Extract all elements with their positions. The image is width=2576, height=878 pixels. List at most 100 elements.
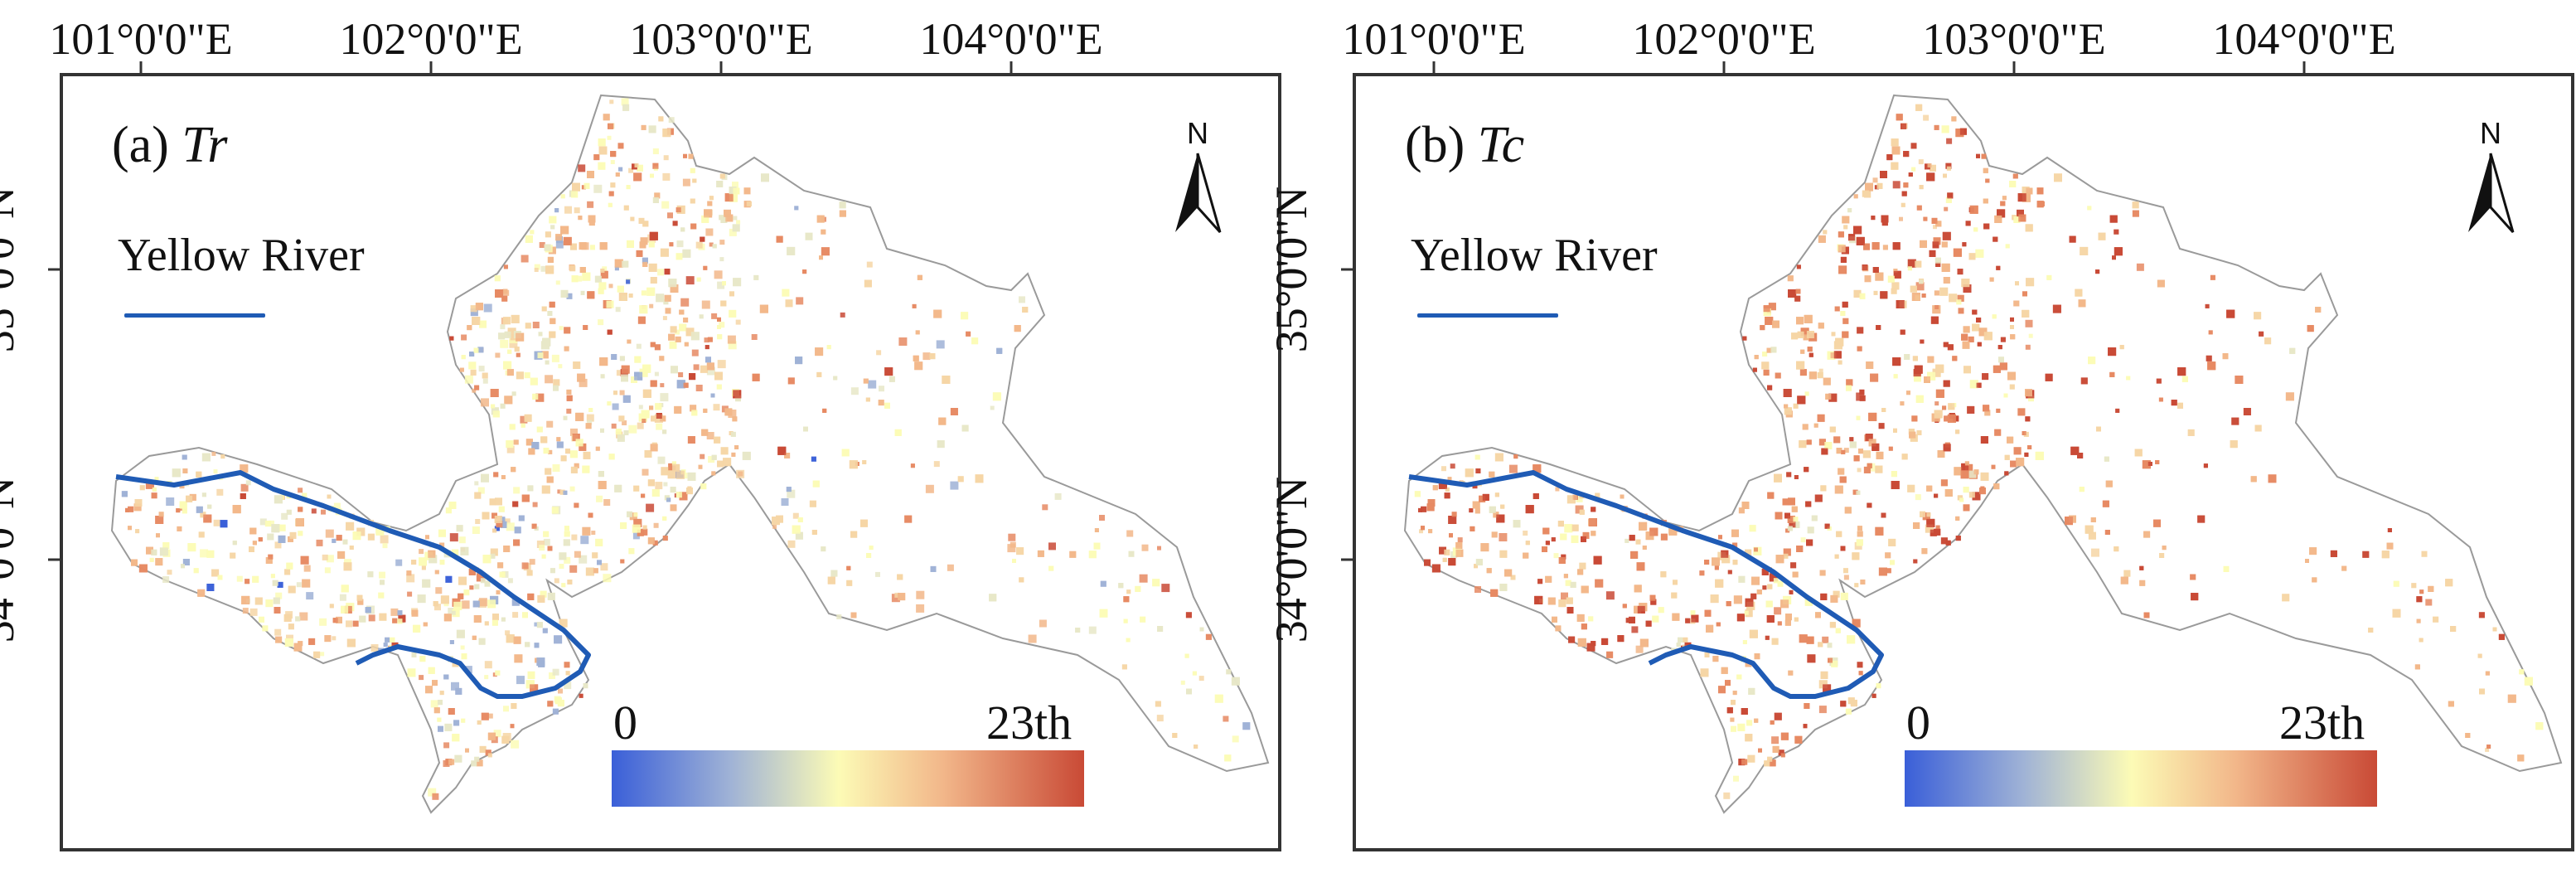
raster-pixel <box>787 246 796 255</box>
raster-pixel <box>815 347 824 357</box>
raster-pixel <box>642 468 649 476</box>
raster-pixel <box>162 576 170 583</box>
raster-pixel <box>711 471 716 476</box>
raster-pixel <box>1804 467 1809 473</box>
raster-pixel <box>910 463 915 468</box>
raster-pixel <box>1741 502 1750 509</box>
raster-pixel <box>1999 362 2007 371</box>
raster-pixel <box>542 628 548 633</box>
raster-pixel <box>1741 708 1748 715</box>
raster-pixel <box>641 528 648 536</box>
raster-pixel <box>1723 792 1731 799</box>
raster-pixel <box>1756 589 1762 594</box>
raster-pixel <box>719 215 724 221</box>
raster-pixel <box>1140 616 1146 623</box>
raster-pixel <box>2479 688 2485 695</box>
raster-pixel <box>325 529 334 538</box>
raster-pixel <box>1806 636 1814 644</box>
raster-pixel <box>1865 434 1873 441</box>
raster-pixel <box>614 259 623 268</box>
raster-pixel <box>1943 342 1949 347</box>
raster-pixel <box>1935 221 1942 227</box>
raster-pixel <box>1940 479 1948 487</box>
raster-pixel <box>2069 235 2076 243</box>
raster-pixel <box>1474 454 1480 460</box>
raster-pixel <box>574 207 580 214</box>
raster-pixel <box>1796 546 1804 552</box>
raster-pixel <box>2009 181 2017 187</box>
raster-pixel <box>535 393 545 402</box>
raster-pixel <box>1947 414 1956 423</box>
raster-pixel <box>607 329 613 335</box>
raster-pixel <box>1704 652 1710 657</box>
raster-pixel <box>284 638 293 647</box>
raster-pixel <box>1629 535 1635 541</box>
raster-pixel <box>621 374 628 382</box>
raster-pixel <box>438 529 446 537</box>
raster-pixel <box>2498 633 2505 640</box>
raster-pixel <box>1803 724 1808 729</box>
raster-pixel <box>270 574 275 579</box>
raster-pixel <box>797 517 803 522</box>
raster-pixel <box>651 415 657 422</box>
raster-pixel <box>700 365 708 373</box>
raster-pixel <box>1788 670 1794 676</box>
raster-pixel <box>2341 565 2347 571</box>
raster-pixel <box>617 143 624 149</box>
raster-pixel <box>1803 334 1809 341</box>
raster-pixel <box>1444 492 1450 499</box>
raster-pixel <box>1589 518 1597 526</box>
raster-pixel <box>563 490 568 495</box>
raster-pixel <box>1631 626 1639 633</box>
raster-pixel <box>1946 138 1953 144</box>
raster-pixel <box>1223 715 1229 722</box>
raster-pixel <box>690 167 695 173</box>
raster-pixel <box>1809 352 1813 357</box>
raster-pixel <box>2080 377 2088 385</box>
raster-pixel <box>1934 528 1941 536</box>
raster-pixel <box>1576 495 1583 502</box>
raster-pixel <box>1726 707 1733 714</box>
raster-pixel <box>570 243 577 250</box>
raster-pixel <box>891 594 900 603</box>
raster-pixel <box>894 429 902 436</box>
raster-pixel <box>547 311 553 316</box>
raster-pixel <box>669 341 677 349</box>
raster-pixel <box>1844 507 1852 514</box>
raster-pixel <box>560 455 567 462</box>
raster-pixel <box>430 700 438 708</box>
raster-pixel <box>299 612 308 621</box>
raster-pixel <box>2090 517 2096 522</box>
raster-pixel <box>633 518 642 527</box>
raster-pixel <box>240 493 246 499</box>
raster-pixel <box>1930 316 1939 324</box>
raster-pixel <box>595 446 600 451</box>
raster-pixel <box>1941 241 1948 248</box>
raster-pixel <box>501 617 506 622</box>
raster-pixel <box>675 492 682 498</box>
raster-pixel <box>555 234 563 241</box>
raster-pixel <box>2485 747 2490 752</box>
raster-pixel <box>2007 371 2016 381</box>
raster-pixel <box>1118 583 1124 589</box>
raster-pixel <box>182 454 187 460</box>
raster-pixel <box>971 337 979 345</box>
raster-pixel <box>646 503 655 512</box>
raster-pixel <box>379 571 385 579</box>
raster-pixel <box>560 289 569 298</box>
raster-pixel <box>241 595 250 604</box>
raster-pixel <box>1881 512 1886 518</box>
raster-pixel <box>525 323 531 329</box>
raster-pixel <box>2114 546 2119 552</box>
raster-pixel <box>1767 756 1773 762</box>
raster-pixel <box>2114 247 2123 256</box>
raster-pixel <box>1749 629 1758 638</box>
raster-pixel <box>1760 325 1765 331</box>
raster-pixel <box>1672 613 1680 621</box>
raster-pixel <box>686 488 693 495</box>
raster-pixel <box>724 408 733 416</box>
raster-pixel <box>1557 521 1564 527</box>
raster-pixel <box>1605 591 1615 600</box>
raster-pixel <box>781 498 789 506</box>
raster-pixel <box>714 270 723 279</box>
